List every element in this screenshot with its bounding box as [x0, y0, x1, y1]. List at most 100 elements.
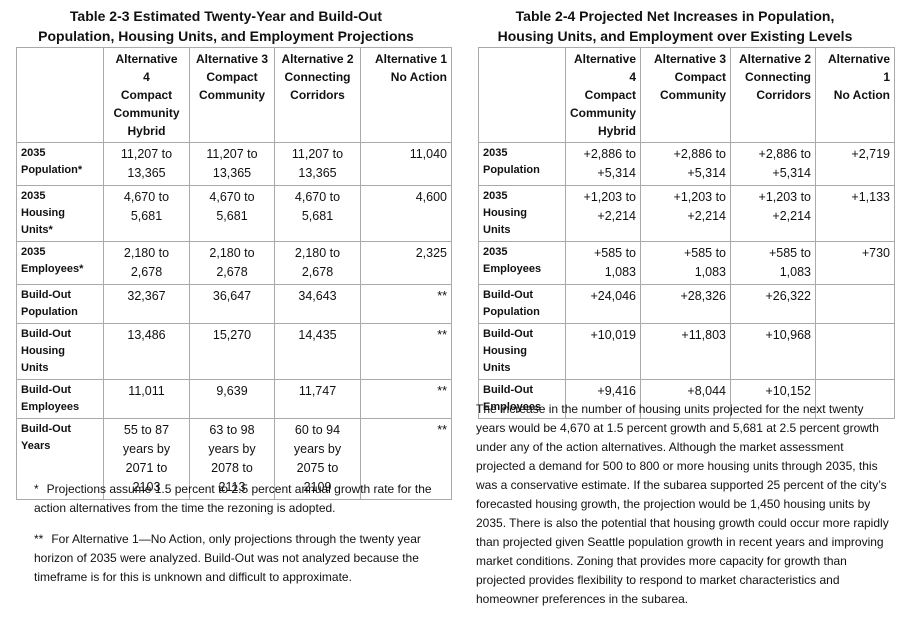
table-cell: +9,416	[565, 379, 641, 419]
cell-line: 2103	[132, 480, 161, 494]
cell-line: 11,040	[409, 147, 447, 161]
cell-line: +8,044	[687, 384, 726, 398]
row-label: Build-Out Population	[478, 284, 566, 324]
cell-line: 13,486	[127, 328, 166, 342]
cell-line: +1,203 to	[758, 190, 811, 204]
table-cell: +26,322	[730, 284, 816, 324]
title-line: Table 2-4 Projected Net Increases in Pop…	[515, 8, 835, 24]
label-line: 2035	[483, 246, 508, 258]
label-line: Housing	[21, 207, 65, 219]
table-row: Build-Out Housing Units +10,019 +11,803 +10,9…	[478, 323, 895, 380]
cell-line: 2,180 to	[123, 246, 170, 260]
paragraph: The increase in the number of housing un…	[476, 402, 889, 606]
row-label: Build-Out Employees	[478, 379, 566, 419]
label-line: 2035	[21, 147, 46, 159]
cell-line: 36,647	[212, 289, 252, 303]
table-row: 2035 Population* 11,207 to 13,365 11,207 to 1…	[16, 142, 452, 186]
table-cell: +28,326	[640, 284, 731, 324]
header-line: Compact	[120, 88, 173, 102]
table-row: Build-Out Employees 11,011 9,639 11,747 **	[16, 379, 452, 419]
label-line: Units	[483, 224, 511, 236]
table-cell: +1,203 to +2,214	[565, 185, 641, 242]
cell-line: 4,670 to	[209, 190, 255, 204]
header-line: Community	[570, 106, 636, 120]
table-cell: +10,968	[730, 323, 816, 380]
cell-line: +2,719	[851, 147, 890, 161]
table-cell: 60 to 94 years by 2075 to 2109	[274, 418, 361, 500]
header-line: Compact	[674, 70, 726, 84]
cell-line: 11,207 to	[120, 147, 173, 161]
left-table: Alternative 4 Compact Community Hybrid Altern…	[16, 47, 452, 500]
label-line: Population*	[21, 164, 83, 176]
header-line: Connecting	[284, 70, 351, 84]
header-line: Corridors	[290, 88, 345, 102]
table-cell: +2,886 to +5,314	[730, 142, 816, 186]
table-cell: 11,207 to 13,365	[274, 142, 361, 186]
header-line: Alternative	[573, 52, 636, 66]
cell-line: 13,365	[212, 166, 252, 180]
cell-line: 2071 to	[125, 461, 168, 475]
cell-line: +11,803	[681, 328, 726, 342]
table-cell: 11,207 to 13,365	[189, 142, 275, 186]
table-cell	[815, 379, 895, 419]
table-row: 2035 Housing Units +1,203 to +2,214 +1,203 to…	[478, 185, 895, 242]
label-line: Units	[21, 362, 49, 374]
cell-line: +585 to	[683, 246, 726, 260]
title-line: Population, Housing Units, and Employmen…	[38, 28, 414, 44]
table-row: Build-Out Employees +9,416 +8,044 +10,152	[478, 379, 895, 419]
cell-line: +5,314	[597, 166, 636, 180]
label-line: Employees	[483, 401, 542, 413]
header-row: Alternative 4 Compact Community Hybrid Altern…	[478, 47, 895, 143]
row-label: Build-Out Employees	[16, 379, 104, 419]
cell-line: +10,019	[590, 328, 636, 342]
table-cell: 11,207 to 13,365	[103, 142, 190, 186]
header-line: 4	[143, 70, 150, 84]
cell-line: 60 to 94	[294, 423, 341, 437]
header-line: Community	[660, 88, 726, 102]
table-cell: 55 to 87 years by 2071 to 2103	[103, 418, 190, 500]
cell-line: +2,214	[687, 209, 726, 223]
cell-line: 11,747	[298, 384, 337, 398]
table-cell: **	[360, 284, 452, 324]
header-line: Alternative	[827, 52, 890, 66]
label-line: Years	[21, 440, 51, 452]
left-title: Table 2-3 Estimated Twenty-Year and Buil…	[16, 6, 436, 46]
column-header: Alternative 4 Compact Community Hybrid	[565, 47, 641, 143]
table-cell: +24,046	[565, 284, 641, 324]
header-row: Alternative 4 Compact Community Hybrid Altern…	[16, 47, 452, 143]
header-line: Alternative	[115, 52, 178, 66]
note: * Projections assume 1.5 percent to 2.5 p…	[34, 480, 434, 518]
cell-line: 4,600	[415, 190, 447, 204]
table-cell: 34,643	[274, 284, 361, 324]
cell-line: **	[437, 328, 447, 342]
cell-line: +10,968	[765, 328, 811, 342]
label-line: Build-Out	[21, 384, 72, 396]
row-label: Build-Out Housing Units	[16, 323, 104, 380]
column-header: Alternative 3 Compact Community	[640, 47, 731, 143]
header-line: No Action	[833, 88, 890, 102]
right-title: Table 2-4 Projected Net Increases in Pop…	[470, 6, 880, 46]
table-cell: +10,152	[730, 379, 816, 419]
cell-line: 11,011	[128, 384, 165, 398]
cell-line: 9,639	[216, 384, 248, 398]
table-cell: 11,040	[360, 142, 452, 186]
cell-line: +2,886 to	[758, 147, 811, 161]
table-row: 2035 Housing Units* 4,670 to 5,681 4,670 to 5,…	[16, 185, 452, 242]
column-header: Alternative 2 Connecting Corridors	[274, 47, 361, 143]
note-text: Projections assume 1.5 percent to 2.5 pe…	[34, 482, 432, 515]
cell-line: 32,367	[127, 289, 166, 303]
table-cell: **	[360, 418, 452, 500]
cell-line: **	[437, 289, 447, 303]
label-line: Employees	[483, 263, 542, 275]
table-cell: **	[360, 379, 452, 419]
cell-line: +10,152	[765, 384, 811, 398]
cell-line: +2,214	[597, 209, 636, 223]
table-row: 2035 Employees +585 to 1,083 +585 to 1,083 +58…	[478, 241, 895, 285]
cell-line: 15,270	[212, 328, 252, 342]
table-cell: +2,719	[815, 142, 895, 186]
cell-line: 1,083	[779, 265, 811, 279]
cell-line: +2,886 to	[673, 147, 726, 161]
cell-line: 13,365	[127, 166, 166, 180]
row-label: 2035 Housing Units	[478, 185, 566, 242]
